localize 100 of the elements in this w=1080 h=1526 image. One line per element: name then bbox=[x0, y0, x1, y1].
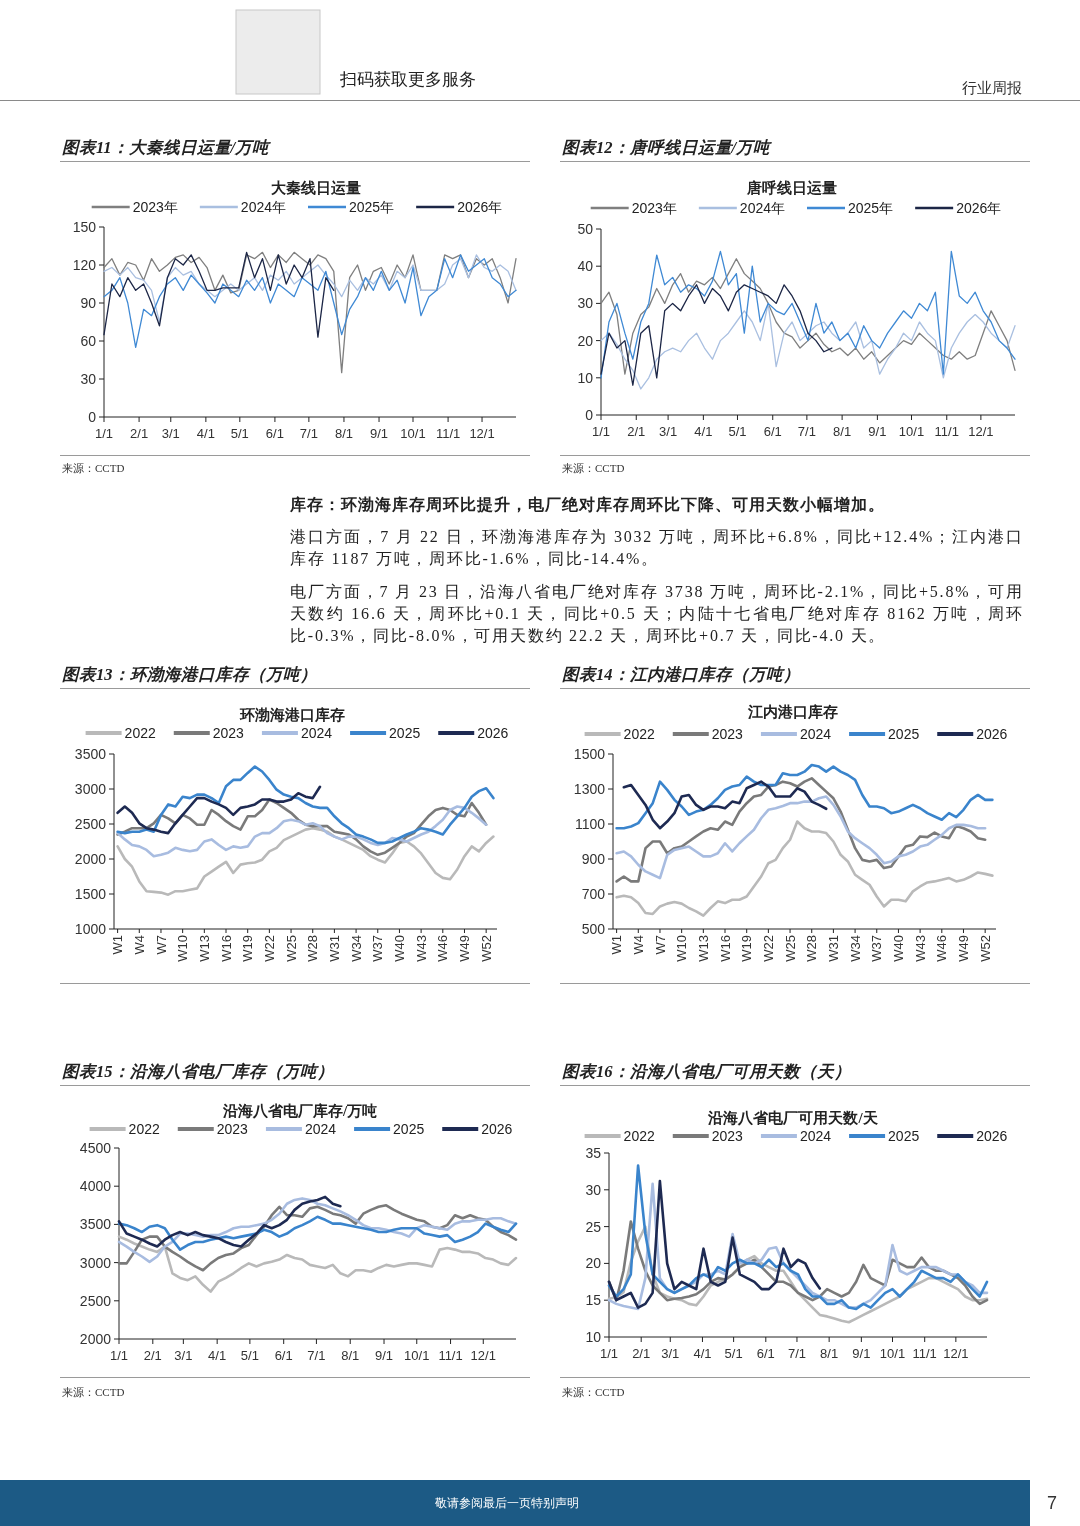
x-tick-label: 8/1 bbox=[833, 424, 852, 439]
x-tick-label: W34 bbox=[847, 935, 863, 962]
legend-label: 2023 bbox=[212, 725, 244, 741]
subtitle: 沿海八省电厂库存/万吨 bbox=[222, 1103, 378, 1119]
annotation: 7 bbox=[1047, 1493, 1057, 1513]
x-tick-label: W28 bbox=[305, 935, 321, 962]
x-tick-label: W28 bbox=[804, 935, 820, 962]
x-tick-label: 7/1 bbox=[787, 1346, 806, 1361]
subtitle: 唐呼线日运量 bbox=[747, 180, 837, 196]
x-tick-label: 2/1 bbox=[627, 424, 646, 439]
x-tick-label: W7 bbox=[153, 935, 169, 955]
x-tick-label: 8/1 bbox=[820, 1346, 839, 1361]
y-tick-label: 700 bbox=[581, 886, 605, 902]
x-tick-label: W4 bbox=[131, 935, 147, 955]
x-tick-label: 1/1 bbox=[109, 1348, 129, 1363]
annotation: 行业周报 bbox=[962, 80, 1022, 96]
x-tick-label: W22 bbox=[261, 935, 277, 962]
y-tick-label: 30 bbox=[585, 1181, 601, 1198]
annotation: 来源：CCTD bbox=[562, 462, 625, 474]
y-tick-label: 1100 bbox=[574, 816, 605, 832]
subtitle: 沿海八省电厂可用天数/天 bbox=[708, 1110, 878, 1126]
x-tick-label: 9/1 bbox=[370, 426, 389, 441]
x-tick-label: W31 bbox=[326, 935, 342, 962]
x-tick-label: 11/1 bbox=[912, 1346, 937, 1361]
y-tick-label: 20 bbox=[577, 332, 593, 349]
legend-label: 2026 bbox=[477, 725, 509, 741]
y-tick-label: 10 bbox=[585, 1329, 601, 1345]
x-tick-label: 5/1 bbox=[724, 1346, 743, 1361]
legend-label: 2023年 bbox=[132, 199, 178, 215]
y-tick-label: 40 bbox=[577, 258, 593, 275]
annotation: 扫码获取更多服务 bbox=[340, 70, 476, 89]
x-tick-label: 4/1 bbox=[693, 1346, 712, 1361]
y-tick-label: 90 bbox=[80, 295, 96, 311]
legend-label: 2023 bbox=[711, 1128, 743, 1144]
legend-label: 2025 bbox=[393, 1121, 425, 1137]
x-tick-label: W40 bbox=[891, 935, 906, 962]
annotation: 港口方面，7 月 22 日，环渤海港库存为 3032 万吨，周环比+6.8%，同比+12.4%；江内港口库存 1187 万吨，周环比-1.6%，同比-14.4%。 bbox=[290, 527, 1024, 569]
legend-label: 2022 bbox=[124, 725, 156, 741]
y-tick-label: 500 bbox=[581, 921, 605, 937]
legend-label: 2022 bbox=[623, 1128, 655, 1144]
x-tick-label: 12/1 bbox=[470, 1348, 496, 1363]
legend-label: 2024 bbox=[304, 1121, 337, 1137]
title: 图表11：大秦线日运量/万吨 bbox=[62, 138, 270, 157]
x-tick-label: W10 bbox=[175, 935, 191, 962]
x-tick-label: W49 bbox=[457, 935, 473, 962]
annotation: 来源：CCTD bbox=[62, 462, 125, 474]
x-tick-label: 10/1 bbox=[400, 426, 426, 441]
y-tick-label: 3500 bbox=[79, 1216, 111, 1233]
y-tick-label: 0 bbox=[585, 407, 593, 423]
title: 图表16：沿海八省电厂可用天数（天） bbox=[562, 1062, 851, 1081]
y-tick-label: 2500 bbox=[79, 1292, 111, 1309]
x-tick-label: W46 bbox=[934, 935, 950, 962]
y-tick-label: 0 bbox=[88, 409, 96, 425]
title: 图表14：江内港口库存（万吨） bbox=[562, 665, 800, 684]
y-tick-label: 3000 bbox=[79, 1254, 111, 1271]
x-tick-label: 7/1 bbox=[307, 1348, 326, 1363]
y-tick-label: 25 bbox=[585, 1218, 601, 1235]
x-tick-label: 2/1 bbox=[130, 426, 149, 441]
x-tick-label: 7/1 bbox=[299, 426, 318, 441]
y-tick-label: 4000 bbox=[79, 1178, 111, 1195]
x-tick-label: 12/1 bbox=[469, 426, 495, 441]
y-tick-label: 2500 bbox=[74, 816, 106, 832]
y-tick-label: 60 bbox=[80, 333, 96, 349]
x-tick-label: W10 bbox=[674, 935, 690, 962]
legend-label: 2026年 bbox=[457, 199, 503, 215]
legend-label: 2025 bbox=[888, 726, 920, 742]
x-tick-label: W4 bbox=[630, 935, 646, 955]
x-tick-label: 3/1 bbox=[174, 1348, 193, 1363]
x-tick-label: 1/1 bbox=[94, 426, 114, 441]
x-tick-label: 12/1 bbox=[943, 1346, 969, 1361]
x-tick-label: 7/1 bbox=[797, 424, 816, 439]
x-tick-label: W25 bbox=[283, 935, 299, 962]
x-tick-label: 1/1 bbox=[599, 1346, 619, 1361]
y-tick-label: 1500 bbox=[573, 746, 605, 762]
subtitle: 大秦线日运量 bbox=[271, 180, 361, 196]
x-tick-label: 9/1 bbox=[852, 1346, 871, 1361]
legend-label: 2024年 bbox=[240, 199, 286, 215]
x-tick-label: W52 bbox=[977, 935, 993, 962]
x-tick-label: 9/1 bbox=[868, 424, 887, 439]
legend-label: 2023 bbox=[216, 1121, 248, 1137]
legend-label: 2024 bbox=[799, 726, 832, 742]
y-tick-label: 900 bbox=[581, 851, 605, 867]
y-tick-label: 4500 bbox=[79, 1140, 111, 1156]
x-tick-label: 9/1 bbox=[375, 1348, 394, 1363]
legend-label: 2023年 bbox=[631, 200, 677, 216]
x-tick-label: W19 bbox=[240, 935, 256, 962]
y-tick-label: 150 bbox=[72, 219, 96, 235]
legend-label: 2026年 bbox=[956, 200, 1002, 216]
x-tick-label: 3/1 bbox=[659, 424, 678, 439]
annotation: 来源：CCTD bbox=[562, 1386, 625, 1398]
x-tick-label: W34 bbox=[348, 935, 364, 962]
x-tick-label: W25 bbox=[782, 935, 798, 962]
x-tick-label: 8/1 bbox=[334, 426, 353, 441]
x-tick-label: 6/1 bbox=[763, 424, 782, 439]
annotation: 来源：CCTD bbox=[62, 1386, 125, 1398]
subtitle: 环渤海港口库存 bbox=[239, 707, 345, 723]
y-tick-label: 35 bbox=[585, 1145, 601, 1161]
annotation: 敬请参阅最后一页特别声明 bbox=[435, 1496, 579, 1510]
legend-label: 2026 bbox=[976, 1128, 1008, 1144]
x-tick-label: 6/1 bbox=[274, 1348, 293, 1363]
